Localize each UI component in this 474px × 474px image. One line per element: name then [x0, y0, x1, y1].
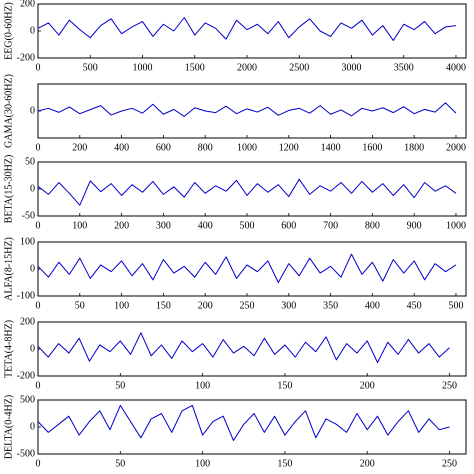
x-tick-label: 250 — [442, 380, 457, 391]
x-tick-label: 1200 — [279, 142, 299, 153]
plot-frame — [37, 241, 467, 297]
x-tick-label: 200 — [198, 300, 213, 311]
x-tick-label: 700 — [323, 220, 338, 231]
x-tick-label: 150 — [277, 380, 292, 391]
x-tick-label: 1000 — [237, 142, 257, 153]
signal-line — [37, 253, 457, 283]
x-tick-label: 800 — [198, 142, 213, 153]
x-tick-label: 250 — [442, 458, 457, 469]
y-tick-label: -50 — [22, 210, 35, 221]
y-tick-label: -500 — [17, 448, 35, 459]
y-tick-label: 0 — [30, 183, 35, 194]
x-tick-label: 100 — [114, 300, 129, 311]
y-tick-label: 200 — [20, 0, 35, 9]
x-tick-label: 300 — [156, 220, 171, 231]
y-tick-label: 0 — [30, 263, 35, 274]
signal-line — [37, 17, 457, 41]
x-tick-label: 2000 — [446, 142, 466, 153]
x-tick-label: 100 — [195, 380, 210, 391]
y-tick-label: 50 — [25, 156, 35, 167]
x-tick-label: 0 — [36, 142, 41, 153]
x-tick-label: 400 — [198, 220, 213, 231]
panel: 0 100 200 300 400 500 600 700 800 900 1000-50050BE… — [3, 155, 467, 231]
x-tick-label: 400 — [365, 300, 380, 311]
y-tick-label: -100 — [17, 290, 35, 301]
signal-line — [37, 332, 450, 363]
y-tick-label: -200 — [17, 52, 35, 63]
x-tick-label: 0 — [36, 220, 41, 231]
x-tick-label: 1500 — [185, 62, 205, 73]
plot-frame — [37, 83, 467, 139]
x-tick-label: 2500 — [289, 62, 309, 73]
plot-frame — [37, 399, 467, 455]
x-tick-label: 100 — [195, 458, 210, 469]
x-tick-label: 600 — [281, 220, 296, 231]
x-tick-label: 400 — [114, 142, 129, 153]
y-tick-label: 500 — [20, 394, 35, 405]
x-tick-label: 200 — [360, 458, 375, 469]
x-tick-label: 4000 — [446, 62, 466, 73]
y-tick-label: 200 — [20, 316, 35, 327]
x-tick-label: 200 — [114, 220, 129, 231]
x-tick-label: 500 — [448, 300, 463, 311]
x-tick-label: 100 — [72, 220, 87, 231]
x-tick-label: 1600 — [362, 142, 382, 153]
x-tick-label: 3000 — [341, 62, 361, 73]
y-tick-label: 0 — [30, 25, 35, 36]
x-tick-label: 2000 — [237, 62, 257, 73]
x-tick-label: 150 — [156, 300, 171, 311]
x-tick-label: 0 — [36, 62, 41, 73]
signal-line — [37, 404, 450, 441]
x-tick-label: 500 — [239, 220, 254, 231]
x-tick-label: 450 — [407, 300, 422, 311]
panel: 0 200 400 600 800 1000 1200 1400 1600 1800 2000 0 GA… — [3, 74, 467, 153]
x-tick-label: 0 — [36, 300, 41, 311]
y-tick-label: 0 — [30, 421, 35, 432]
x-tick-label: 1400 — [321, 142, 341, 153]
x-tick-label: 600 — [156, 142, 171, 153]
plot-frame — [37, 3, 467, 59]
x-tick-label: 50 — [115, 458, 125, 469]
x-tick-label: 0 — [36, 380, 41, 391]
x-tick-label: 200 — [72, 142, 87, 153]
plot-frame — [37, 161, 467, 217]
y-axis-label: DELTA(0-4HZ) — [3, 395, 14, 459]
panel: 0 500 1000 1500 2000 2500 3000 3500 4000-2000200… — [3, 0, 467, 73]
x-tick-label: 1000 — [446, 220, 466, 231]
x-tick-label: 150 — [277, 458, 292, 469]
x-tick-label: 200 — [360, 380, 375, 391]
x-tick-label: 1800 — [404, 142, 424, 153]
y-tick-label: -200 — [17, 370, 35, 381]
y-axis-label: TETA(4-8HZ) — [3, 320, 14, 378]
x-tick-label: 900 — [407, 220, 422, 231]
x-tick-label: 1000 — [132, 62, 152, 73]
signal-line — [37, 102, 457, 117]
x-tick-label: 500 — [83, 62, 98, 73]
signal-line — [37, 178, 457, 206]
y-axis-label: ALFA(8-15HZ) — [3, 237, 14, 301]
y-axis-label: BETA(15-30HZ) — [3, 155, 14, 224]
y-axis-label: EEG(0-60HZ) — [3, 2, 14, 60]
x-tick-label: 50 — [75, 300, 85, 311]
x-tick-label: 3500 — [394, 62, 414, 73]
y-axis-label: GAMA(30-60HZ) — [3, 74, 14, 148]
panel: 0 50 100 150 200 250 300 350 400 450 500-1000100AL… — [3, 236, 467, 311]
x-tick-label: 300 — [281, 300, 296, 311]
y-tick-label: 0 — [30, 105, 35, 116]
x-tick-label: 350 — [323, 300, 338, 311]
y-tick-label: 100 — [20, 236, 35, 247]
y-tick-label: 0 — [30, 343, 35, 354]
x-tick-label: 50 — [115, 380, 125, 391]
x-tick-label: 0 — [36, 458, 41, 469]
x-tick-label: 800 — [365, 220, 380, 231]
x-tick-label: 250 — [239, 300, 254, 311]
